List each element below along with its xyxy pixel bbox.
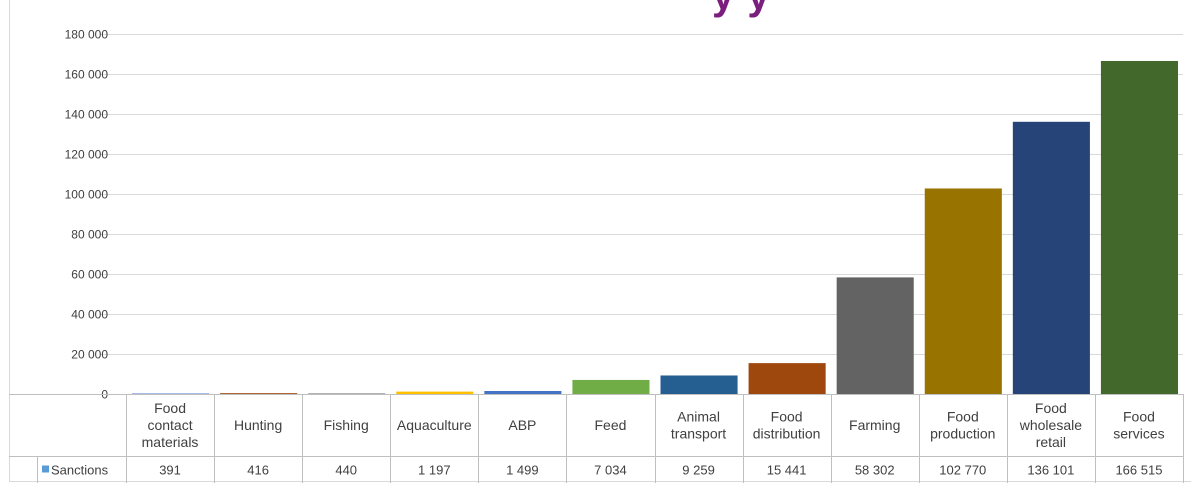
category-label: Food — [771, 409, 803, 425]
bar — [1100, 60, 1178, 394]
bar — [308, 393, 386, 394]
chart-frame — [9, 0, 1191, 482]
category-label: materials — [142, 434, 199, 450]
category-label: Food — [1035, 400, 1067, 416]
data-value-label: 166 515 — [1115, 463, 1162, 478]
bar — [924, 188, 1002, 394]
y-tick-label: 100 000 — [65, 188, 109, 202]
y-tick-label: 20 000 — [71, 348, 108, 362]
category-label: Food — [1123, 409, 1155, 425]
data-value-label: 58 302 — [855, 463, 895, 478]
y-tick-label: 60 000 — [71, 268, 108, 282]
data-value-label: 9 259 — [682, 463, 715, 478]
category-label: Feed — [594, 417, 626, 433]
category-label: ABP — [508, 417, 536, 433]
category-label: Animal — [677, 409, 720, 425]
category-label: transport — [671, 426, 726, 442]
y-tick-label: 180 000 — [65, 28, 109, 42]
y-tick-label: 40 000 — [71, 308, 108, 322]
y-tick-label: 80 000 — [71, 228, 108, 242]
category-label: Fishing — [324, 417, 369, 433]
legend-series-name: Sanctions — [51, 463, 109, 478]
bar — [572, 379, 650, 394]
bar — [132, 393, 210, 395]
data-value-label: 1 197 — [418, 463, 451, 478]
bar — [836, 277, 914, 394]
y-tick-label: 140 000 — [65, 108, 109, 122]
category-label: contact — [147, 417, 192, 433]
category-label: Food — [154, 400, 186, 416]
category-label: Hunting — [234, 417, 282, 433]
y-tick-label: 120 000 — [65, 148, 109, 162]
data-value-label: 440 — [335, 463, 357, 478]
data-value-label: 416 — [247, 463, 269, 478]
data-value-label: 136 101 — [1027, 463, 1074, 478]
category-label: retail — [1036, 434, 1066, 450]
category-label: Farming — [849, 417, 900, 433]
category-label: distribution — [753, 426, 821, 442]
category-label: wholesale — [1019, 417, 1082, 433]
category-label: services — [1113, 426, 1164, 442]
bar — [748, 363, 826, 394]
category-label: production — [930, 426, 995, 442]
bar — [1012, 121, 1090, 394]
chart-title-fragment: y y — [712, 0, 771, 19]
y-tick-label: 160 000 — [65, 68, 109, 82]
category-label: Food — [947, 409, 979, 425]
data-value-label: 1 499 — [506, 463, 539, 478]
bar — [660, 375, 738, 394]
bar — [396, 391, 474, 394]
bar — [220, 393, 298, 394]
data-value-label: 15 441 — [767, 463, 807, 478]
data-value-label: 391 — [159, 463, 181, 478]
bar — [484, 391, 562, 394]
data-value-label: 102 770 — [939, 463, 986, 478]
category-label: Aquaculture — [397, 417, 472, 433]
legend-swatch — [42, 465, 49, 473]
data-value-label: 7 034 — [594, 463, 627, 478]
